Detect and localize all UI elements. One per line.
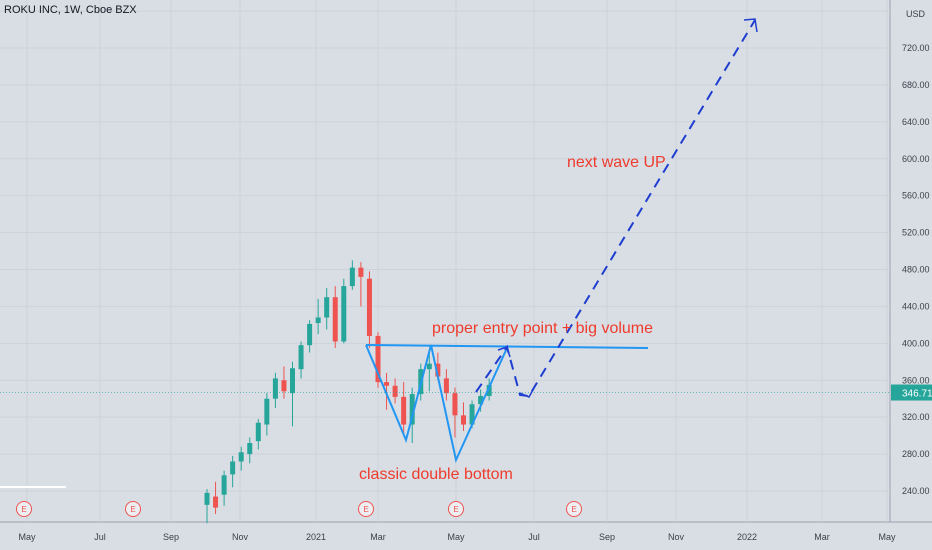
y-tick-label: 520.00 [902, 228, 930, 238]
y-tick-label: 720.00 [902, 43, 930, 53]
earnings-marker[interactable]: E [448, 501, 464, 517]
drawing-overlays [0, 18, 890, 488]
projection-path[interactable] [475, 19, 756, 398]
svg-text:E: E [571, 505, 576, 514]
candle [349, 260, 355, 290]
svg-text:E: E [130, 505, 135, 514]
arrow-head [519, 387, 535, 398]
candle [358, 262, 364, 307]
last-price-badge: 346.71 [891, 384, 932, 401]
chart-title: ROKU INC, 1W, Cboe BZX [4, 4, 137, 16]
candle [230, 455, 236, 488]
svg-text:E: E [363, 505, 368, 514]
candle [341, 278, 347, 344]
earnings-marker[interactable]: E [566, 501, 582, 517]
y-tick-label: 680.00 [902, 80, 930, 90]
x-tick-label: Jul [528, 532, 540, 542]
candle [324, 287, 330, 330]
candle [392, 378, 398, 404]
candle [426, 350, 432, 392]
arrow-head [743, 18, 758, 33]
earnings-marker[interactable]: E [125, 501, 141, 517]
candle [366, 271, 372, 348]
svg-text:346.71: 346.71 [902, 389, 932, 400]
annotation-next-wave: next wave UP [567, 154, 666, 171]
x-tick-label: Mar [814, 532, 830, 542]
candle [443, 369, 449, 401]
x-axis[interactable]: May Jul Sep Nov 2021 Mar May Jul Sep Nov 2022 Mar Ma… [18, 532, 896, 542]
currency-label: USD [906, 9, 926, 19]
y-tick-label: 640.00 [902, 117, 930, 127]
x-tick-label: 2021 [306, 532, 326, 542]
y-axis[interactable]: 240.00 280.00 320.00 360.00 400.00 440.00 480.… [891, 9, 932, 496]
candle [332, 286, 338, 348]
x-tick-label: May [878, 532, 896, 542]
candle [401, 382, 407, 436]
x-tick-label: Jul [94, 532, 106, 542]
x-tick-label: May [447, 532, 465, 542]
earnings-marker[interactable]: E [16, 501, 32, 517]
candle [255, 419, 261, 450]
y-tick-label: 320.00 [902, 412, 930, 422]
candle [315, 299, 321, 335]
double-bottom-pattern[interactable] [365, 344, 508, 464]
candle [461, 402, 466, 432]
svg-text:E: E [453, 505, 458, 514]
candle [221, 470, 227, 506]
y-tick-label: 440.00 [902, 301, 930, 311]
candle [375, 332, 381, 388]
y-tick-label: 360.00 [902, 375, 930, 385]
annotation-entry-point: proper entry point + big volume [432, 320, 653, 337]
x-tick-label: Nov [232, 532, 249, 542]
candle [290, 361, 295, 427]
y-tick-label: 240.00 [902, 486, 930, 496]
x-tick-label: Mar [370, 532, 386, 542]
x-tick-label: Nov [668, 532, 685, 542]
arrow-head [497, 346, 511, 358]
candle [452, 387, 458, 438]
y-tick-label: 400.00 [902, 338, 930, 348]
earnings-marker[interactable]: E [358, 501, 374, 517]
candle [238, 446, 244, 471]
x-tick-label: Sep [163, 532, 179, 542]
candle [247, 437, 253, 464]
annotation-double-bottom: classic double bottom [359, 466, 513, 483]
candle [307, 320, 313, 353]
candle [281, 366, 287, 399]
y-tick-label: 560.00 [902, 191, 930, 201]
candle [204, 489, 210, 524]
y-tick-label: 280.00 [902, 449, 930, 459]
candle [213, 481, 219, 515]
svg-text:E: E [21, 505, 26, 514]
x-tick-label: May [18, 532, 36, 542]
x-tick-label: 2022 [737, 532, 757, 542]
candlesticks [204, 260, 492, 524]
y-tick-label: 600.00 [902, 154, 930, 164]
candle [298, 341, 304, 379]
candle [272, 372, 278, 408]
x-tick-label: Sep [599, 532, 615, 542]
candle [264, 393, 270, 436]
y-tick-label: 480.00 [902, 265, 930, 275]
